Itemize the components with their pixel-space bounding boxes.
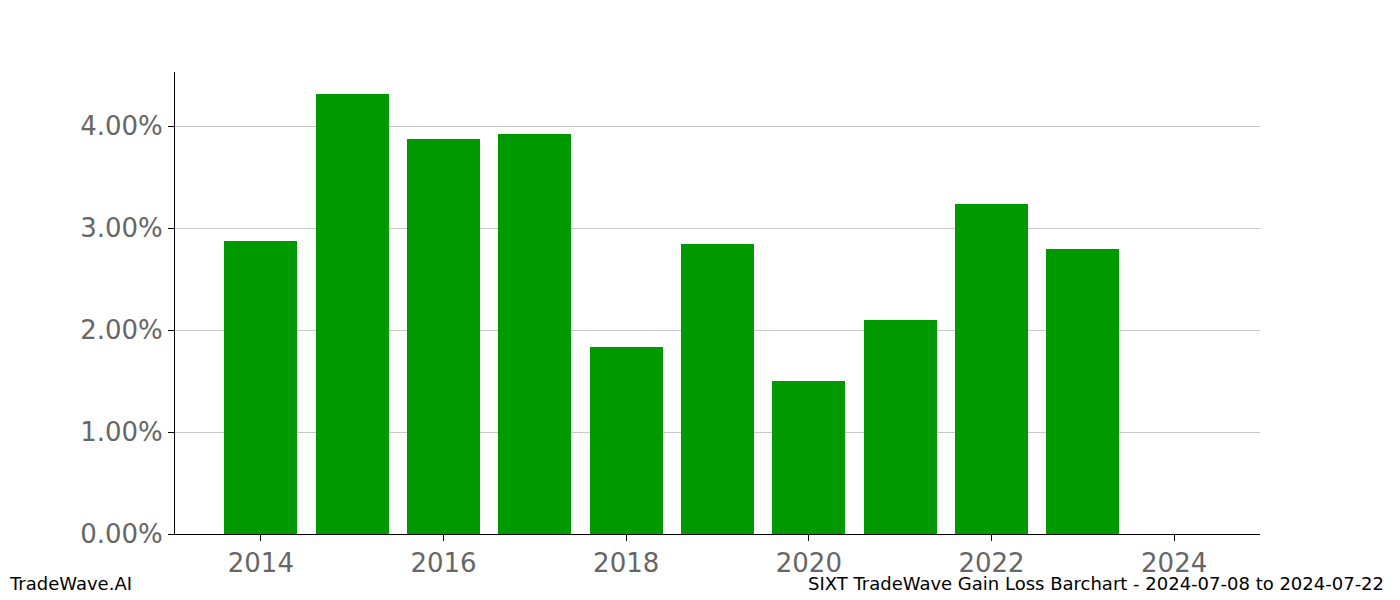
- svg-text:3.00%: 3.00%: [80, 213, 163, 243]
- svg-text:4.00%: 4.00%: [80, 111, 163, 141]
- svg-text:2024: 2024: [1141, 548, 1207, 578]
- svg-text:2.00%: 2.00%: [80, 315, 163, 345]
- svg-text:2018: 2018: [593, 548, 659, 578]
- svg-text:TradeWave.AI: TradeWave.AI: [9, 573, 132, 594]
- svg-text:2022: 2022: [958, 548, 1024, 578]
- svg-text:2016: 2016: [410, 548, 476, 578]
- svg-text:SIXT TradeWave Gain Loss Barch: SIXT TradeWave Gain Loss Barchart - 2024…: [808, 573, 1384, 594]
- svg-text:2014: 2014: [228, 548, 294, 578]
- svg-text:2020: 2020: [776, 548, 842, 578]
- svg-text:1.00%: 1.00%: [80, 417, 163, 447]
- svg-text:0.00%: 0.00%: [80, 519, 163, 549]
